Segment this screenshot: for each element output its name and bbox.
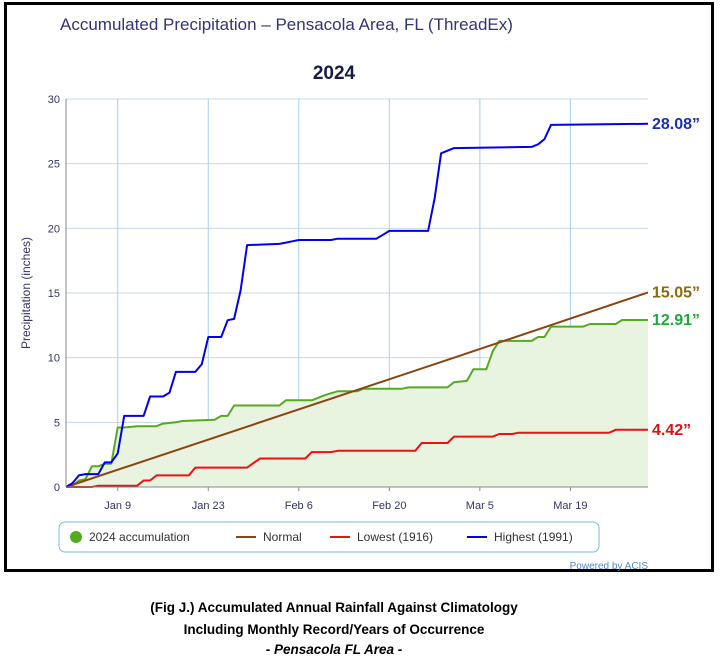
y-tick-label: 25 bbox=[48, 159, 60, 171]
legend-item-2024-accumulation[interactable]: 2024 accumulation bbox=[70, 530, 190, 544]
y-tick-label: 20 bbox=[48, 223, 60, 235]
powered-by-credit[interactable]: Powered by ACIS bbox=[570, 561, 649, 572]
series-line-2024-accumulation bbox=[65, 319, 648, 488]
x-tick-label: Jan 9 bbox=[104, 500, 131, 512]
end-label-normal: 15.05” bbox=[652, 284, 700, 301]
legend-item-normal[interactable]: Normal bbox=[236, 530, 302, 544]
chart-title: Accumulated Precipitation – Pensacola Ar… bbox=[60, 15, 513, 34]
x-tick-label: Jan 23 bbox=[192, 500, 225, 512]
legend: 2024 accumulation Normal Lowest (1916) High… bbox=[58, 521, 600, 553]
x-tick-label: Mar 5 bbox=[466, 500, 494, 512]
legend-label-normal: Normal bbox=[263, 530, 302, 544]
x-tick-label: Feb 6 bbox=[285, 500, 313, 512]
y-axis-label: Precipitation (inches) bbox=[19, 237, 33, 349]
caption-line-3: - Pensacola FL Area - bbox=[265, 642, 403, 657]
y-tick-label: 10 bbox=[48, 353, 60, 365]
legend-item-highest-1991[interactable]: Highest (1991) bbox=[467, 530, 573, 544]
caption-line-1: (Fig J.) Accumulated Annual Rainfall Aga… bbox=[150, 600, 518, 615]
legend-item-lowest-1916[interactable]: Lowest (1916) bbox=[330, 530, 433, 544]
legend-label-highest-1991: Highest (1991) bbox=[494, 530, 573, 544]
y-tick-label: 15 bbox=[48, 288, 60, 300]
series-line-normal bbox=[65, 291, 649, 488]
precipitation-chart: Accumulated Precipitation – Pensacola Ar… bbox=[19, 15, 700, 572]
end-label-2024-accumulation: 12.91” bbox=[652, 312, 700, 329]
series-area-2024-accumulation bbox=[66, 320, 648, 487]
legend-swatch-2024-accumulation bbox=[70, 531, 82, 543]
chart-subtitle: 2024 bbox=[313, 63, 356, 84]
y-tick-label: 0 bbox=[54, 482, 60, 494]
series-line-lowest-1916 bbox=[66, 428, 648, 488]
end-label-highest-1991: 28.08” bbox=[652, 116, 700, 133]
legend-box bbox=[58, 521, 600, 553]
y-tick-label: 5 bbox=[54, 417, 60, 429]
series-line-highest-1991 bbox=[65, 122, 649, 488]
legend-label-2024-accumulation: 2024 accumulation bbox=[89, 530, 190, 544]
caption-line-2: Including Monthly Record/Years of Occurr… bbox=[183, 622, 485, 637]
x-tick-label: Feb 20 bbox=[372, 500, 406, 512]
legend-label-lowest-1916: Lowest (1916) bbox=[357, 530, 433, 544]
x-tick-label: Mar 19 bbox=[553, 500, 587, 512]
y-tick-label: 30 bbox=[48, 94, 60, 106]
end-label-lowest-1916: 4.42” bbox=[652, 422, 691, 439]
